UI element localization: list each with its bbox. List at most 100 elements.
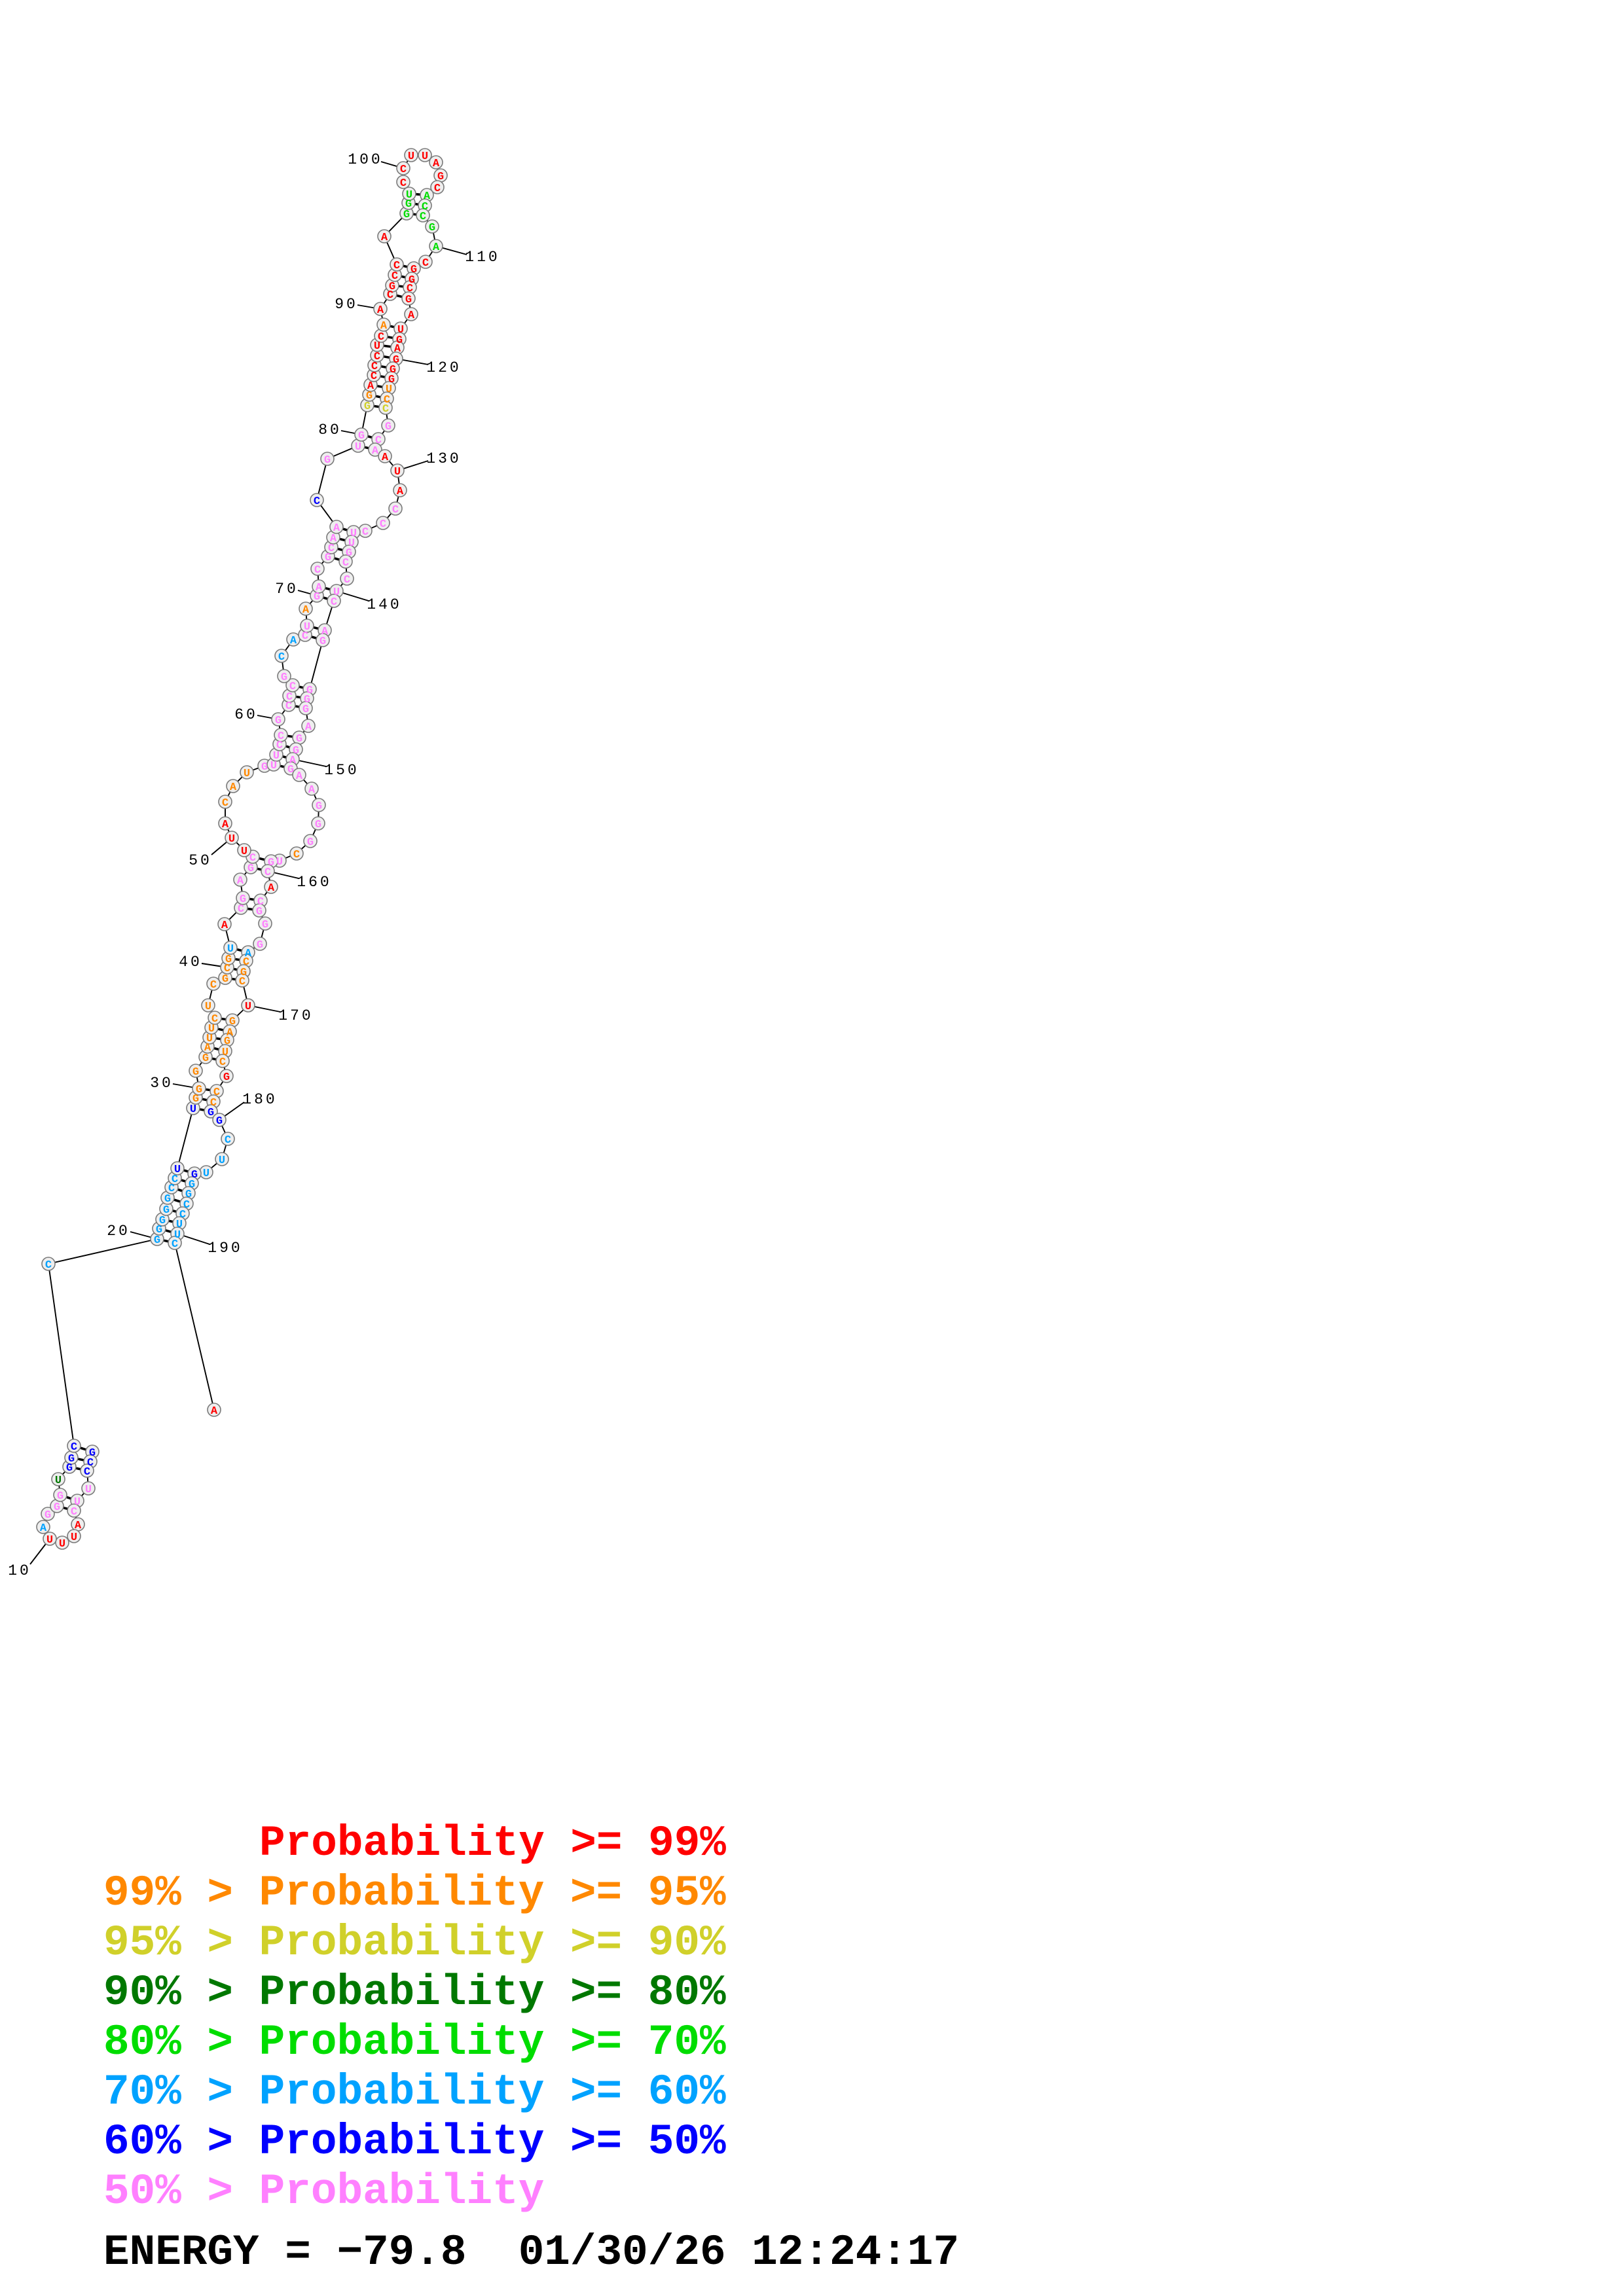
nucleotide-letter: U bbox=[422, 151, 428, 163]
nucleotide-letter: G bbox=[275, 715, 282, 727]
nucleotide-letter: A bbox=[204, 1042, 211, 1054]
nucleotide-letter: G bbox=[223, 1071, 230, 1084]
nucleotide-circle bbox=[292, 768, 306, 782]
nucleotide-circle bbox=[223, 941, 238, 955]
nucleotide-circle bbox=[236, 891, 250, 905]
nucleotide-letter: C bbox=[387, 289, 393, 302]
nucleotide-letter: A bbox=[75, 1520, 82, 1532]
nucleotide-letter: G bbox=[191, 1169, 198, 1181]
nucleotide-circle bbox=[381, 418, 395, 433]
nucleotide-letter: G bbox=[229, 1016, 236, 1028]
nucleotide-letter: C bbox=[243, 956, 249, 969]
nucleotide-letter: C bbox=[210, 1097, 217, 1109]
nucleotide-letter: C bbox=[211, 1013, 218, 1026]
position-label: 160 bbox=[297, 874, 331, 891]
nucleotide-circle bbox=[67, 1439, 81, 1453]
nucleotide-letter: G bbox=[393, 354, 399, 367]
nucleotide-letter: G bbox=[208, 1107, 214, 1119]
nucleotide-letter: G bbox=[68, 1453, 75, 1465]
nucleotide-letter: C bbox=[168, 1183, 175, 1195]
nucleotide-letter: C bbox=[238, 903, 244, 916]
position-label: 50 bbox=[189, 852, 212, 869]
nucleotide-letter: G bbox=[196, 1084, 202, 1096]
position-label: 150 bbox=[324, 762, 359, 779]
position-label: 30 bbox=[150, 1075, 173, 1092]
position-label: 180 bbox=[242, 1091, 277, 1108]
nucleotide-letter: G bbox=[390, 364, 396, 376]
nucleotide-letter: G bbox=[405, 198, 412, 211]
nucleotide-circle bbox=[264, 880, 278, 894]
nucleotide-circle bbox=[388, 501, 403, 516]
nucleotide-letter: U bbox=[208, 1023, 215, 1035]
nucleotide-letter: C bbox=[393, 260, 400, 272]
position-labels: 10 20 30 40 50 60 70 80 90 100 110 120 130 140 150 160 1… bbox=[8, 151, 498, 1579]
nucleotide-letter: C bbox=[179, 1209, 186, 1221]
nucleotide-letter: G bbox=[405, 294, 412, 306]
nucleotide-letter: A bbox=[305, 721, 312, 734]
nucleotide-circle bbox=[289, 846, 304, 861]
nucleotide-letter: A bbox=[230, 781, 237, 794]
nucleotide-circle bbox=[219, 1069, 234, 1083]
nucleotide-letter: G bbox=[216, 1115, 223, 1128]
probability-legend: Probability >= 99% 99% > Probability >= 9… bbox=[103, 1819, 726, 2217]
nucleotide-letter: G bbox=[262, 919, 268, 931]
nucleotide-letter: G bbox=[240, 893, 246, 906]
nucleotide-circle bbox=[329, 520, 344, 534]
nucleotide-letter: G bbox=[385, 421, 392, 433]
nucleotide-letter: A bbox=[408, 310, 415, 322]
nucleotide-letter: U bbox=[273, 750, 280, 762]
position-label: 140 bbox=[367, 596, 401, 613]
nucleotide-circle bbox=[396, 175, 410, 189]
nucleotide-letter: C bbox=[87, 1457, 94, 1469]
position-label: 190 bbox=[208, 1240, 242, 1257]
nucleotide-letter: A bbox=[321, 626, 329, 638]
nucleotide-circle bbox=[168, 1236, 182, 1250]
nucleotide-circle bbox=[373, 302, 388, 316]
position-label: 20 bbox=[107, 1223, 130, 1240]
nucleotide-letter: C bbox=[328, 543, 335, 555]
nucleotide-letter: A bbox=[221, 920, 228, 932]
nucleotide-letter: C bbox=[314, 564, 321, 577]
nucleotide-letter: A bbox=[227, 1027, 234, 1039]
nucleotide-letter: C bbox=[276, 740, 283, 752]
nucleotide-circle bbox=[201, 998, 215, 1013]
nucleotide-letter: G bbox=[396, 334, 403, 347]
nucleotide-letter: U bbox=[241, 846, 247, 858]
nucleotide-circle bbox=[277, 669, 291, 683]
nucleotide-letter: G bbox=[247, 863, 254, 875]
nucleotide-circle bbox=[258, 916, 272, 931]
nucleotide-letter: G bbox=[358, 430, 365, 442]
nucleotide-circle bbox=[368, 442, 382, 457]
nucleotide-letter: C bbox=[264, 867, 271, 879]
nucleotide-letter: G bbox=[306, 685, 313, 697]
nucleotide-letter: G bbox=[315, 819, 321, 831]
nucleotide-circle bbox=[301, 719, 316, 733]
nucleotide-letter: A bbox=[268, 882, 275, 895]
nucleotide-letter: U bbox=[71, 1532, 77, 1544]
nucleotide-circle bbox=[378, 401, 393, 415]
nucleotide-circle bbox=[327, 594, 341, 608]
nucleotide-circle bbox=[338, 554, 353, 569]
nucleotide-letter: C bbox=[375, 435, 382, 447]
nucleotide-circle bbox=[396, 161, 410, 175]
nucleotide-letter: G bbox=[410, 264, 417, 276]
nucleotide-letter: G bbox=[307, 836, 314, 849]
nucleotide-circle bbox=[418, 255, 433, 269]
position-label: 100 bbox=[348, 151, 382, 168]
nucleotide-letter: A bbox=[433, 242, 440, 254]
nucleotide-letter: U bbox=[333, 586, 340, 599]
nucleotide-letter: A bbox=[333, 522, 340, 535]
nucleotide-letter: C bbox=[224, 963, 230, 975]
nucleotide-circle bbox=[376, 516, 390, 530]
nucleotide-circle bbox=[320, 452, 335, 466]
nucleotide-letter: U bbox=[174, 1229, 181, 1242]
nucleotide-letter: U bbox=[348, 537, 355, 550]
nucleotide-letter: C bbox=[407, 283, 413, 295]
nucleotide-circle bbox=[208, 1011, 222, 1025]
legend-row: 99% > Probability >= 95% bbox=[103, 1869, 726, 1918]
nucleotide-circle bbox=[303, 834, 318, 848]
nucleotide-letter: G bbox=[189, 1179, 195, 1191]
position-label: 170 bbox=[278, 1007, 313, 1024]
nucleotide-letter: C bbox=[371, 370, 377, 383]
